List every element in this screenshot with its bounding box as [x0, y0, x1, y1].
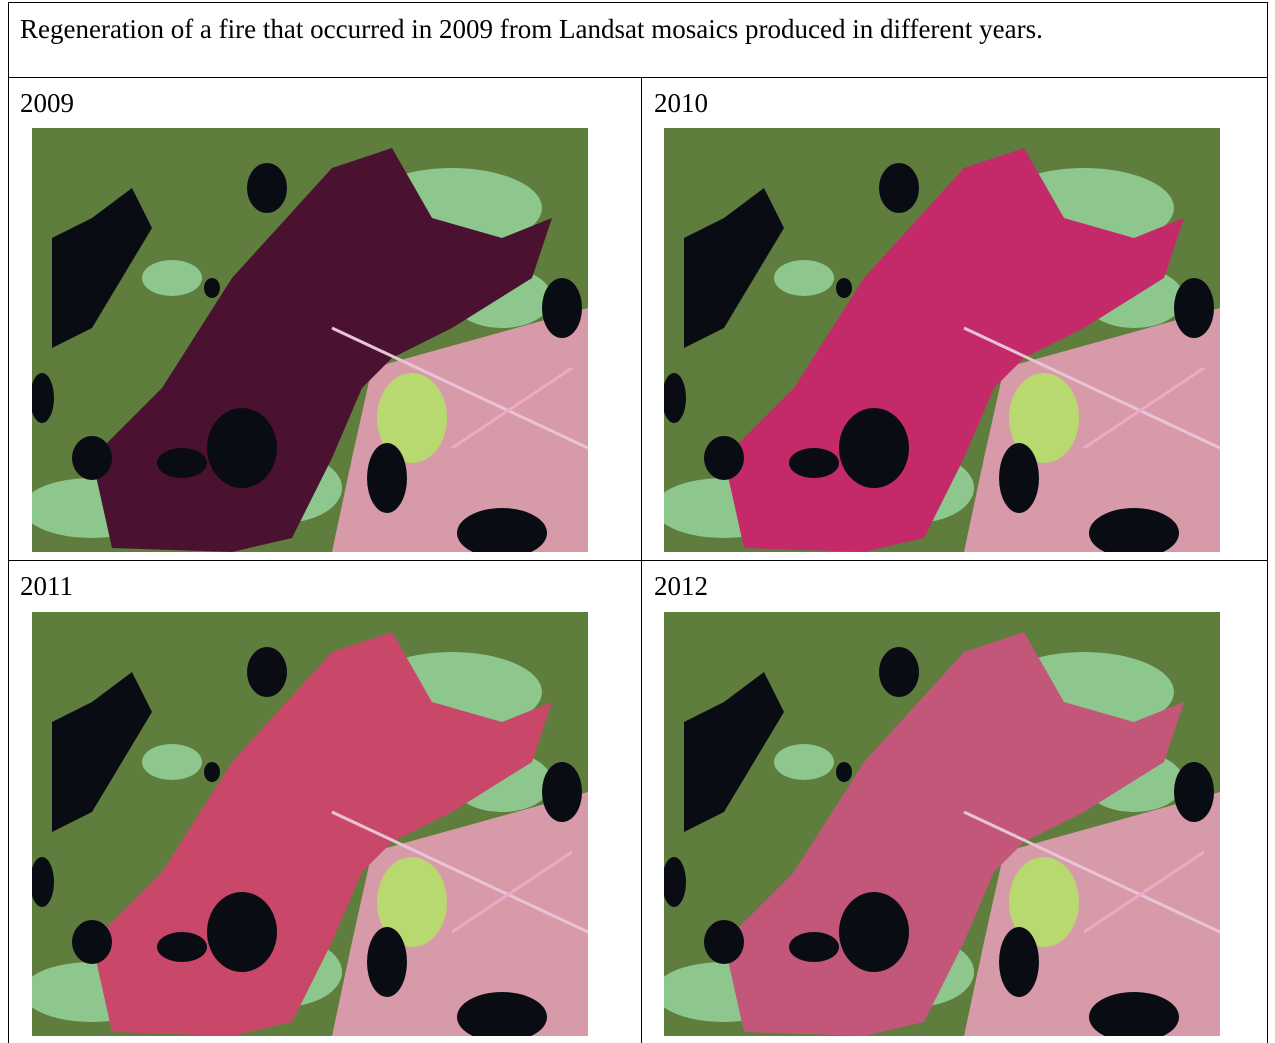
border — [8, 77, 1268, 78]
page: Regeneration of a fire that occurred in … — [0, 0, 1275, 1043]
satellite-image — [32, 128, 588, 552]
year-label: 2012 — [654, 573, 708, 600]
year-label: 2011 — [20, 573, 73, 600]
caption: Regeneration of a fire that occurred in … — [20, 16, 1043, 43]
border — [1267, 2, 1268, 1043]
border — [8, 560, 1268, 561]
year-label: 2009 — [20, 90, 74, 117]
border — [641, 77, 642, 1043]
satellite-image — [664, 128, 1220, 552]
border — [8, 2, 9, 1043]
border — [8, 2, 1268, 3]
satellite-image — [664, 612, 1220, 1036]
satellite-image — [32, 612, 588, 1036]
year-label: 2010 — [654, 90, 708, 117]
